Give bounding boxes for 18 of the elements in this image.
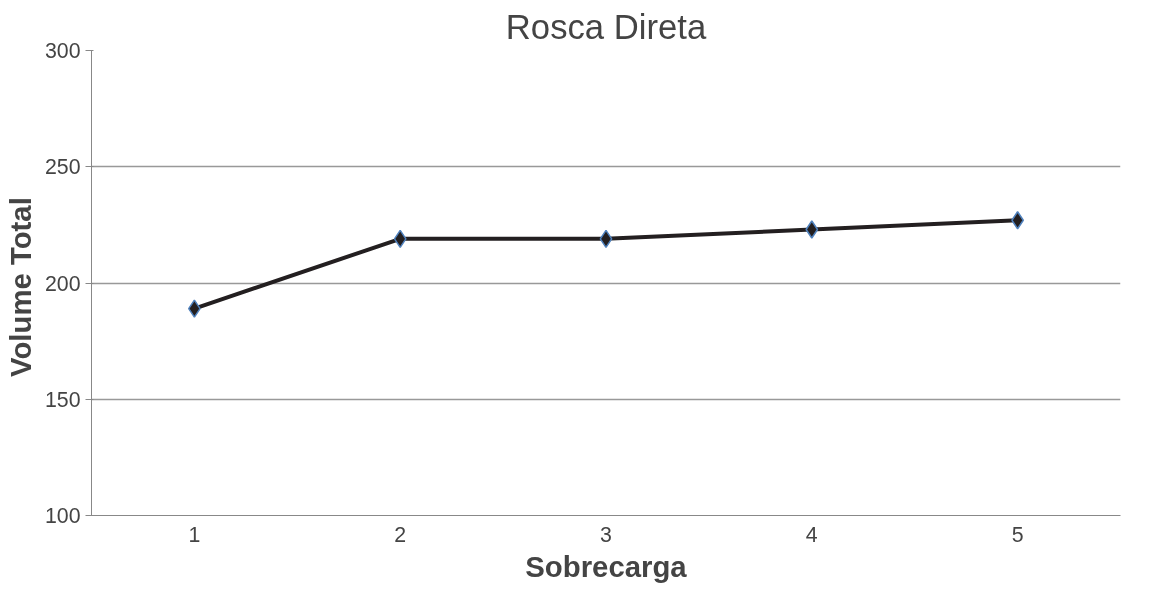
y-tick-label: 150 bbox=[44, 387, 81, 412]
y-tick-label: 300 bbox=[44, 39, 81, 63]
y-tick-label: 200 bbox=[44, 271, 81, 296]
x-tick-label: 5 bbox=[1011, 522, 1024, 547]
y-tick-label: 100 bbox=[44, 504, 81, 528]
point bbox=[805, 220, 819, 239]
point bbox=[393, 229, 407, 249]
point bbox=[187, 299, 201, 318]
x-axis-title: Sobrecarga bbox=[525, 549, 688, 583]
point bbox=[1011, 210, 1025, 230]
y-tick-label: 250 bbox=[44, 155, 81, 180]
x-tick-label: 4 bbox=[805, 522, 818, 547]
x-tick-label: 3 bbox=[600, 522, 612, 547]
x-tick-label: 2 bbox=[394, 522, 407, 547]
point bbox=[599, 229, 613, 249]
y-axis-title: Volume Total bbox=[3, 197, 37, 377]
chart-title: Rosca Direta bbox=[505, 7, 707, 46]
x-tick-label: 1 bbox=[188, 522, 201, 547]
